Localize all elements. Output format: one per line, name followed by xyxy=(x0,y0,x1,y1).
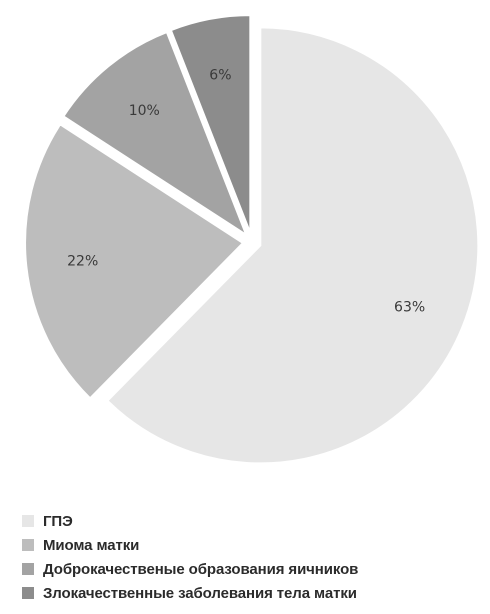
pie-value-label-1: 63% xyxy=(394,300,425,316)
legend-item-2: Миома матки xyxy=(22,533,488,557)
pie-chart: 63% 22% 10% 6% xyxy=(24,14,480,465)
pie-value-labels: 63% 22% 10% 6% xyxy=(67,68,425,316)
pie-slice-3 xyxy=(62,30,249,238)
pie-slice-1 xyxy=(105,26,480,465)
legend-swatch-4 xyxy=(22,587,34,599)
legend-label-1: ГПЭ xyxy=(43,512,73,530)
pie-slices xyxy=(24,14,480,465)
legend-label-4: Злокачественные заболевания тела матки xyxy=(43,584,357,602)
pie-value-label-4: 6% xyxy=(209,68,231,84)
pie-value-label-3: 10% xyxy=(129,103,160,119)
legend-swatch-2 xyxy=(22,539,34,551)
pie-slice-4 xyxy=(169,14,252,234)
legend-swatch-1 xyxy=(22,515,34,527)
legend-item-4: Злокачественные заболевания тела матки xyxy=(22,581,488,605)
legend-label-3: Доброкачественые образования яичников xyxy=(43,560,359,578)
legend-item-1: ГПЭ xyxy=(22,509,488,533)
chart-legend: ГПЭ Миома матки Доброкачественые образован… xyxy=(22,509,488,605)
pie-value-label-2: 22% xyxy=(67,254,98,270)
legend-item-3: Доброкачественые образования яичников xyxy=(22,557,488,581)
legend-label-2: Миома матки xyxy=(43,536,140,554)
pie-slice-2 xyxy=(24,122,245,400)
legend-swatch-3 xyxy=(22,563,34,575)
